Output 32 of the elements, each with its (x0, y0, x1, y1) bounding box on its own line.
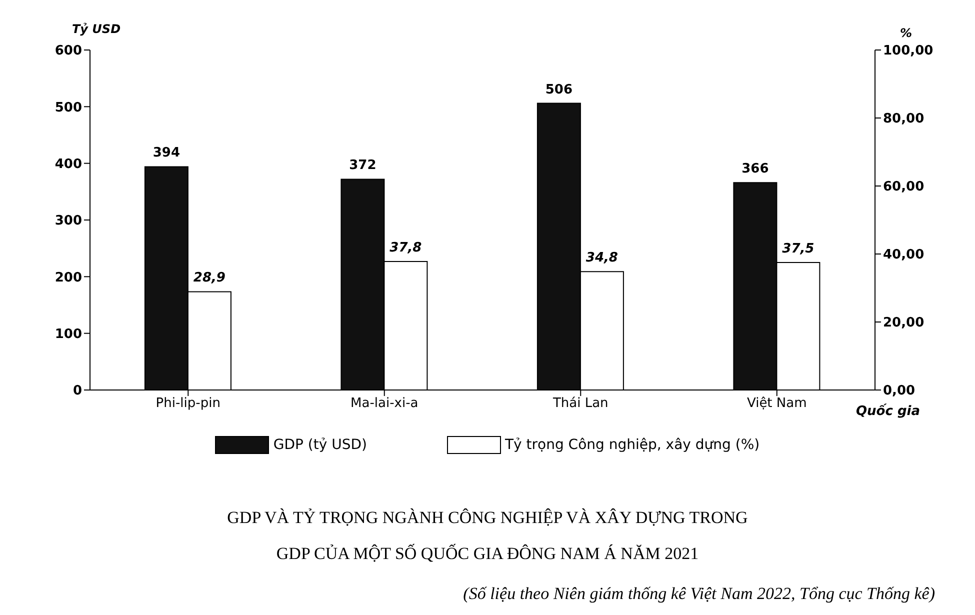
y2-tick-label: 0,00 (883, 384, 916, 399)
legend-label: Tỷ trọng Công nghiệp, xây dựng (%) (505, 437, 760, 453)
x-tick-label: Phi-lip-pin (156, 396, 220, 412)
y-tick-label: 300 (54, 214, 82, 229)
x-tick-label: Thái Lan (552, 396, 608, 412)
data-label: 394 (152, 146, 180, 161)
y-tick-label: 400 (54, 156, 82, 172)
x-tick-label: Ma-lai-xi-a (350, 396, 418, 412)
y2-tick-label: 40,00 (883, 248, 924, 263)
data-label: 37,8 (390, 240, 422, 256)
y-axis-title: Tỷ USD (72, 22, 121, 36)
y2-tick-label: 20,00 (883, 316, 924, 331)
y-tick-label: 500 (54, 100, 82, 116)
y-tick-label: 600 (54, 44, 82, 59)
text: GDP VÀ TỶ TRỌNG NGÀNH CÔNG NGHIỆP VÀ XÂY DỰNG TRONG GDP CỦA MỘT SỐ QUỐC GIA ĐÔNG NAM Á NĂM 2021 (226, 507, 749, 565)
data-label: 506 (545, 82, 573, 98)
text: (Số liệu theo Niên giám thống kê Việt Nam 2022, Tổng cục Thống kê) (463, 584, 935, 604)
data-label: 34,8 (586, 250, 618, 266)
data-label: 37,5 (782, 242, 814, 256)
data-label: 366 (742, 162, 769, 177)
y-tick-label: 100 (54, 326, 82, 342)
y2-axis-title: % (900, 26, 912, 40)
data-label: 28,9 (193, 270, 226, 286)
x-axis-title: Quốc gia (856, 404, 920, 419)
y-tick-label: 0 (72, 384, 82, 399)
y2-tick-label: 80,00 (883, 112, 924, 127)
data-label: 372 (349, 158, 376, 174)
x-tick-label: Việt Nam (746, 396, 807, 412)
y2-tick-label: 100,00 (883, 44, 934, 59)
legend-label: GDP (tỷ USD) (273, 437, 367, 453)
y2-tick-label: 60,00 (883, 180, 924, 195)
y-tick-label: 200 (54, 270, 82, 286)
